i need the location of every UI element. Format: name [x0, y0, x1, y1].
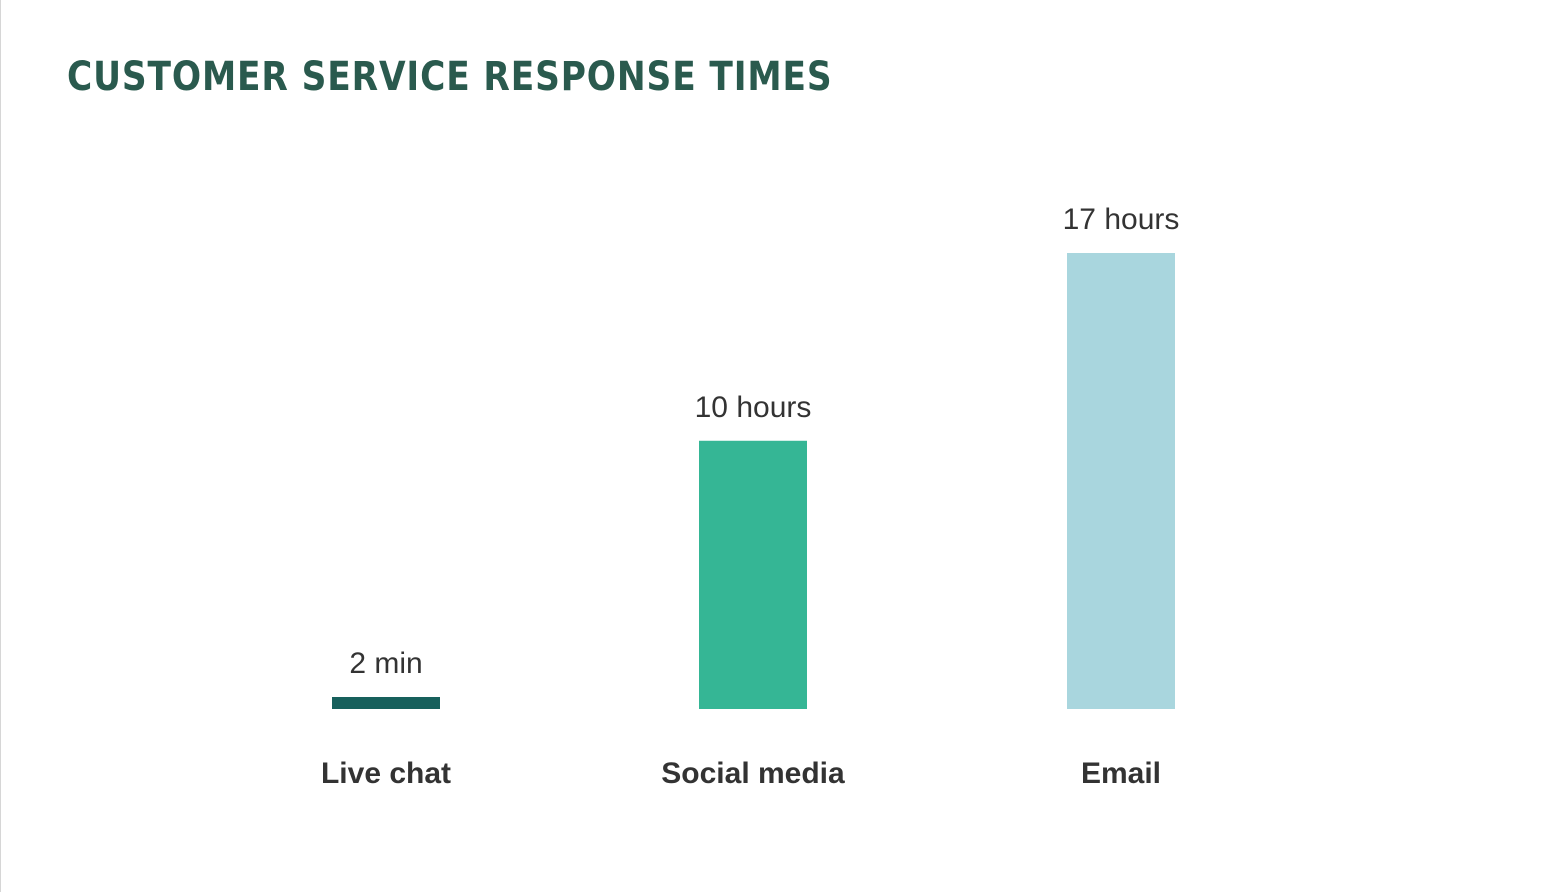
data-label: 10 hours: [695, 391, 812, 424]
bar-social-media: [699, 440, 807, 709]
category-label: Email: [1081, 757, 1161, 790]
bar-live-chat: [332, 697, 440, 709]
bar-email: [1067, 253, 1175, 709]
data-label: 2 min: [349, 647, 422, 680]
category-label: Live chat: [321, 757, 451, 790]
data-label: 17 hours: [1063, 203, 1180, 236]
chart-title: CUSTOMER SERVICE RESPONSE TIMES: [67, 54, 833, 100]
category-label: Social media: [661, 757, 845, 790]
